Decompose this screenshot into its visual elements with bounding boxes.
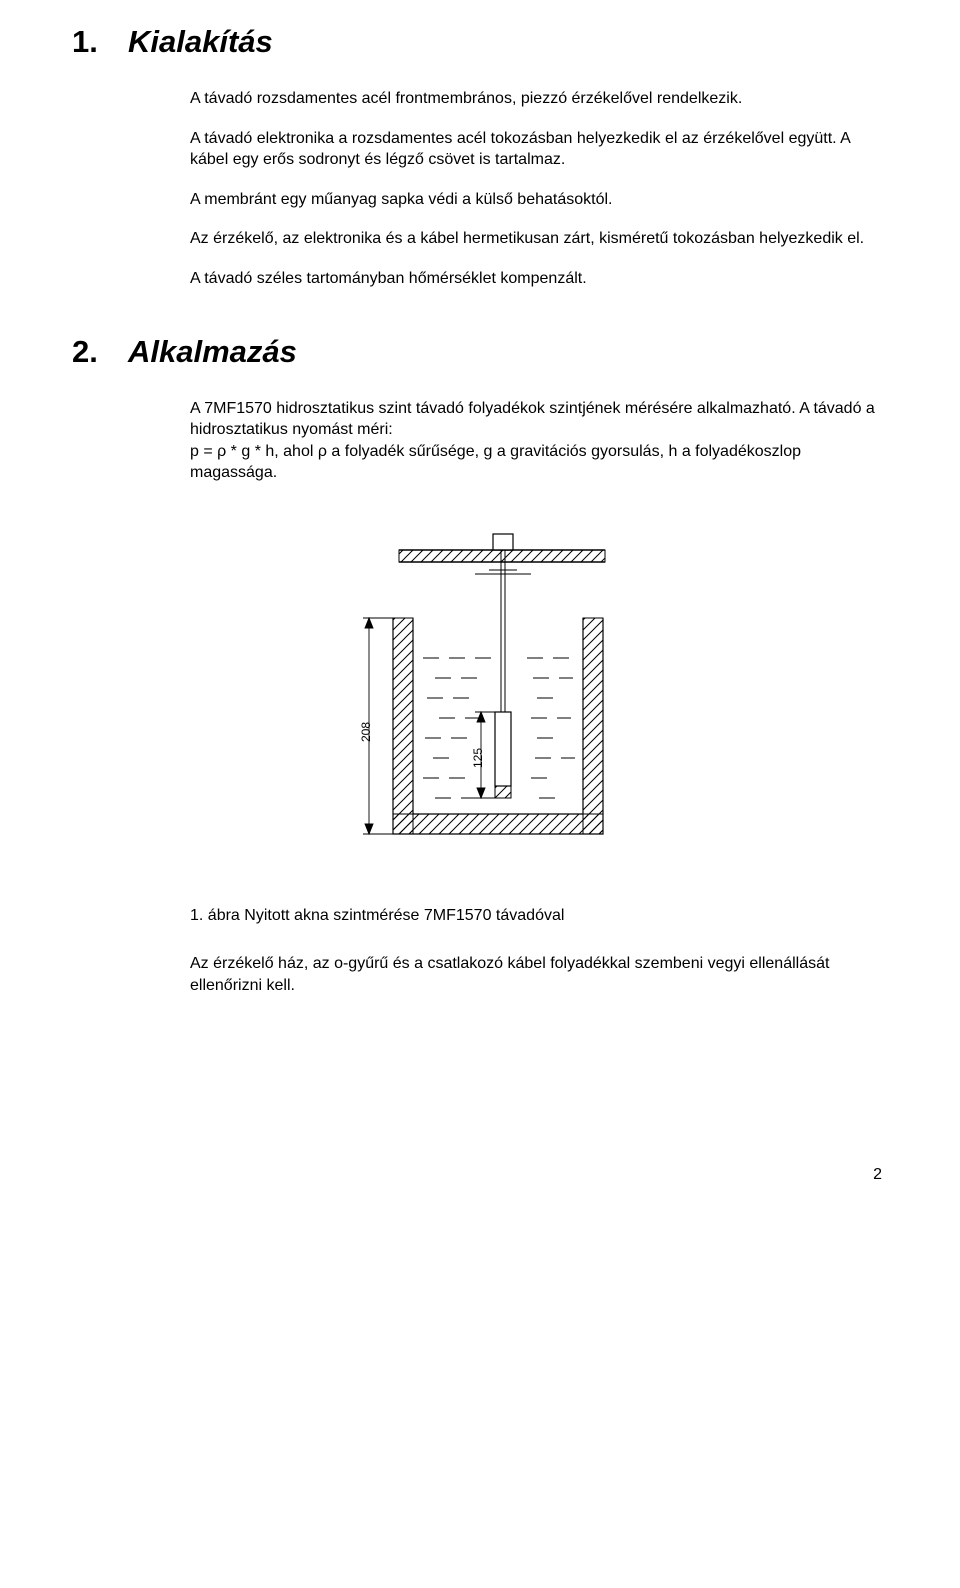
section-1-para-3: A membránt egy műanyag sapka védi a küls… xyxy=(190,189,888,211)
section-2: 2. Alkalmazás A 7MF1570 hidrosztatikus s… xyxy=(72,334,888,997)
section-2-heading: 2. Alkalmazás xyxy=(72,334,888,370)
figure-1-drawing: 208 125 xyxy=(315,528,645,858)
section-2-body: A 7MF1570 hidrosztatikus szint távadó fo… xyxy=(190,398,888,484)
section-1-para-1: A távadó rozsdamentes acél frontmembráno… xyxy=(190,88,888,110)
section-2-para-2: p = ρ * g * h, ahol ρ a folyadék sűrűség… xyxy=(190,441,888,484)
section-2-title: Alkalmazás xyxy=(128,334,297,370)
figure-dim-outer: 208 xyxy=(359,722,373,742)
page: 1. Kialakítás A távadó rozsdamentes acél… xyxy=(0,0,960,1216)
figure-dim-inner: 125 xyxy=(471,748,485,768)
section-1-body: A távadó rozsdamentes acél frontmembráno… xyxy=(190,88,888,290)
section-1-number: 1. xyxy=(72,24,128,60)
figure-1-caption: 1. ábra Nyitott akna szintmérése 7MF1570… xyxy=(190,907,888,925)
closing-para-1: Az érzékelő ház, az o-gyűrű és a csatlak… xyxy=(190,953,888,996)
section-1-heading: 1. Kialakítás xyxy=(72,24,888,60)
section-1: 1. Kialakítás A távadó rozsdamentes acél… xyxy=(72,24,888,290)
section-2-number: 2. xyxy=(72,334,128,370)
closing-body: Az érzékelő ház, az o-gyűrű és a csatlak… xyxy=(190,953,888,996)
figure-1: 208 125 xyxy=(72,528,888,863)
section-1-para-4: Az érzékelő, az elektronika és a kábel h… xyxy=(190,228,888,250)
section-1-para-5: A távadó széles tartományban hőmérséklet… xyxy=(190,268,888,290)
section-1-para-2: A távadó elektronika a rozsdamentes acél… xyxy=(190,128,888,171)
page-number: 2 xyxy=(72,1166,888,1184)
section-1-title: Kialakítás xyxy=(128,24,273,60)
section-2-para-1: A 7MF1570 hidrosztatikus szint távadó fo… xyxy=(190,398,888,441)
